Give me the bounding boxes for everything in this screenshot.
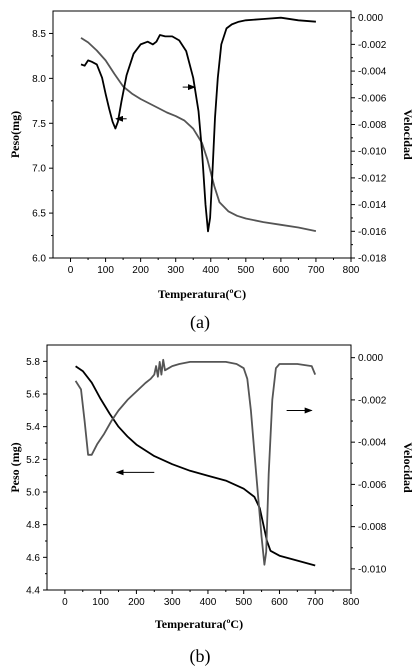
y-tick-label: 7.0 xyxy=(32,164,46,175)
x-tick-label: 0 xyxy=(68,265,74,276)
y-tick-label: 6.5 xyxy=(32,209,46,220)
x-ticks-b: 0 100 200 300 400 500 600 700 800 xyxy=(62,590,360,608)
x-tick-label: 500 xyxy=(237,265,254,276)
panel-label-b: (b) xyxy=(190,646,211,667)
plot-frame-b xyxy=(46,344,352,591)
y-tick-label: 5.6 xyxy=(26,390,40,401)
series-group-b xyxy=(74,358,317,567)
y-tick-label: 5.0 xyxy=(26,488,40,499)
y2-tick-label: -0.002 xyxy=(358,40,387,51)
y2-tick-label: -0.010 xyxy=(358,147,387,158)
y-tick-label: 4.4 xyxy=(26,586,40,597)
x-tick-label: 400 xyxy=(200,597,217,608)
plot-frame-a xyxy=(52,10,352,259)
y-tick-label: 5.8 xyxy=(26,357,40,368)
series-group-a xyxy=(80,16,317,233)
y2-tick-label: -0.008 xyxy=(358,522,387,533)
y2-tick-label: -0.010 xyxy=(358,564,387,575)
x-tick-label: 100 xyxy=(97,265,114,276)
x-tick-label: 800 xyxy=(343,265,360,276)
arrows-b xyxy=(115,407,313,476)
x-tick-label: 700 xyxy=(308,265,325,276)
y2-ticks-b: 0.000 -0.002 -0.004 -0.006 -0.008 -0.010 xyxy=(351,353,387,575)
y2-tick-label: -0.002 xyxy=(358,395,387,406)
y2-tick-label: -0.004 xyxy=(358,438,387,449)
y-axis-label-b: Peso (mg) xyxy=(8,442,22,492)
y2-tick-label: -0.012 xyxy=(358,173,387,184)
x-tick-label: 700 xyxy=(307,597,324,608)
y2-tick-label: -0.004 xyxy=(358,67,387,78)
y-tick-label: 4.6 xyxy=(26,553,40,564)
y-tick-label: 8.5 xyxy=(32,29,46,40)
x-tick-label: 100 xyxy=(92,597,109,608)
y-ticks-b: 4.4 4.6 4.8 5.0 5.2 5.4 5.6 5.8 xyxy=(26,357,47,597)
y2-tick-label: -0.006 xyxy=(358,480,387,491)
y-axis-label-a: Peso(mg) xyxy=(8,111,22,158)
x-tick-label: 800 xyxy=(343,597,360,608)
y2-axis-label-a: Velocidad xyxy=(401,109,415,160)
y2-axis-label-b: Velocidad xyxy=(401,442,415,493)
series-line-velocidad xyxy=(80,16,316,233)
y2-tick-label: -0.008 xyxy=(358,120,387,131)
y2-tick-label: -0.006 xyxy=(358,93,387,104)
y2-ticks-a: 0.000 -0.002 -0.004 -0.006 -0.008 -0.010 -0.01… xyxy=(351,13,387,265)
x-tick-label: 500 xyxy=(235,597,252,608)
x-tick-label: 600 xyxy=(273,265,290,276)
x-tick-label: 200 xyxy=(128,597,145,608)
x-axis-label-b: Temperatura(ºC) xyxy=(155,617,243,631)
y2-tick-label: -0.018 xyxy=(358,254,387,265)
x-axis-label-a: Temperatura(ºC) xyxy=(158,287,246,301)
arrows-a xyxy=(115,84,196,122)
y-tick-label: 5.4 xyxy=(26,422,40,433)
chart-a: 0 100 200 300 400 500 600 700 800 6.0 6.5 7.0 7.5 8.… xyxy=(8,10,415,333)
y-tick-label: 4.8 xyxy=(26,520,40,531)
y-tick-label: 5.2 xyxy=(26,455,40,466)
y-tick-label: 7.5 xyxy=(32,119,46,130)
y2-tick-label: 0.000 xyxy=(358,13,383,24)
y-ticks-a: 6.0 6.5 7.0 7.5 8.0 8.5 xyxy=(32,29,53,265)
x-tick-label: 200 xyxy=(132,265,149,276)
y-tick-label: 8.0 xyxy=(32,74,46,85)
chart-b: 0 100 200 300 400 500 600 700 800 4.4 4.6 4.8 5.0 5.… xyxy=(8,344,415,667)
x-tick-label: 400 xyxy=(202,265,219,276)
series-line-peso xyxy=(80,37,317,232)
x-ticks-a: 0 100 200 300 400 500 600 700 800 xyxy=(68,258,360,276)
y-tick-label: 6.0 xyxy=(32,254,46,265)
x-tick-label: 0 xyxy=(62,597,68,608)
y2-tick-label: 0.000 xyxy=(358,353,383,364)
x-tick-label: 300 xyxy=(164,597,181,608)
x-tick-label: 300 xyxy=(167,265,184,276)
x-tick-label: 600 xyxy=(271,597,288,608)
series-line-peso xyxy=(75,365,316,567)
y2-tick-label: -0.014 xyxy=(358,200,387,211)
panel-label-a: (a) xyxy=(190,312,210,333)
series-line-velocidad xyxy=(74,358,317,566)
y2-tick-label: -0.016 xyxy=(358,227,387,238)
